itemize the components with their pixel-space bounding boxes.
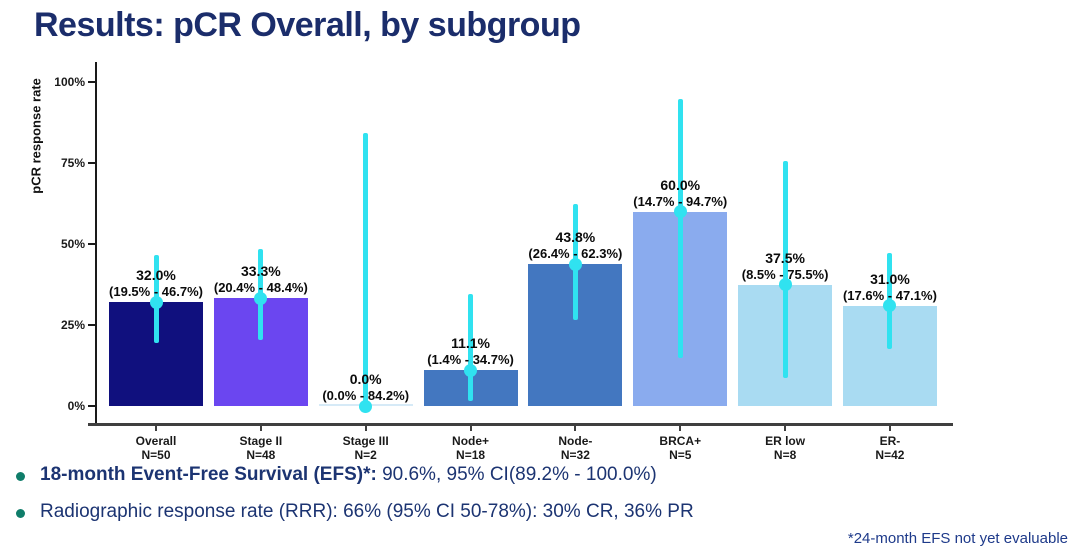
y-tick-mark [88,405,95,407]
bar-label-er-low: 37.5% (8.5% - 75.5%) [700,250,870,283]
bar-value-label: 60.0% [660,176,701,193]
y-tick-mark [88,81,95,83]
bullet-rrr-value: Radiographic response rate (RRR): 66% (9… [40,501,694,522]
y-tick-mark [88,162,95,164]
bar-label-node-pos: 11.1% (1.4% - 34.7%) [386,335,556,368]
bullet-efs: 18-month Event-Free Survival (EFS)*: 90.… [14,464,694,486]
page-title: Results: pCR Overall, by subgroup [34,6,581,44]
bar-ci-label: (19.5% - 46.7%) [109,284,203,300]
bar-label-stage-iii: 0.0% (0.0% - 84.2%) [281,371,451,404]
errorbar-dot-stage-iii [359,399,373,413]
errorbar-dot-er-low [778,278,792,291]
bar-ci-label: (1.4% - 34.7%) [427,352,514,368]
x-tick-mark [888,426,891,431]
bullet-efs-lead: 18-month Event-Free Survival (EFS)*: [40,464,377,485]
footnote: *24-month EFS not yet evaluable [847,530,1068,547]
category-label: Overall [135,434,177,448]
y-axis-line [95,62,97,425]
bar-value-label: 11.1% [451,335,491,352]
category-label: BRCA+ [659,434,702,448]
bar-ci-label: (26.4% - 62.3%) [528,246,623,262]
y-tick-mark [88,243,95,245]
bar-ci-label: (17.6% - 47.1%) [842,287,937,303]
y-tick-label: 75% [60,156,85,170]
bullet-dot-icon [16,509,25,518]
category-label: ER- [879,434,901,448]
bar-label-overall: 32.0% (19.5% - 46.7%) [71,267,241,300]
category-n-label: N=2 [354,448,377,462]
errorbar-dot-overall [149,295,163,309]
bullet-rrr: Radiographic response rate (RRR): 66% (9… [14,501,694,523]
x-axis-line [88,423,953,426]
errorbar-dot-stage-ii [254,291,268,305]
bullet-efs-value: 90.6%, 95% CI(89.2% - 100.0%) [376,464,657,485]
category-n-label: N=50 [141,448,171,462]
y-tick-label: 0% [67,399,85,413]
errorbar-dot-node-pos [464,363,478,377]
bar-ci-label: (14.7% - 94.7%) [633,193,728,209]
y-tick-mark [88,324,95,326]
x-tick-mark [679,426,682,431]
category-n-label: N=5 [669,448,692,462]
bar-label-brca-pos: 60.0% (14.7% - 94.7%) [595,177,765,210]
errorbar-er-low [782,161,788,379]
plot-area: 0% 25% 50% 75% 100% 32.0% (19.5% - 46.7%) Overa… [54,62,953,462]
bar-value-label: 37.5% [765,249,805,266]
x-tick-label-stage-ii: Stage II N=48 [201,434,321,462]
x-tick-label-er-neg: ER- N=42 [830,434,950,462]
x-tick-label-stage-iii: Stage III N=2 [306,434,426,462]
category-n-label: N=48 [246,448,276,462]
y-axis-title: pCR response rate [28,78,44,194]
category-label: ER low [765,434,806,448]
x-tick-label-node-neg: Node- N=32 [515,434,635,462]
category-label: Stage II [239,434,283,448]
y-tick-label: 100% [54,75,85,89]
bar-label-stage-ii: 33.3% (20.4% - 48.4%) [176,263,346,296]
errorbar-stage-iii [363,133,369,406]
x-tick-label-er-low: ER low N=8 [725,434,845,462]
y-tick-label: 50% [60,237,85,251]
bar-label-node-neg: 43.8% (26.4% - 62.3%) [490,229,660,262]
bullet-dot-icon [16,472,25,481]
summary-bullets: 18-month Event-Free Survival (EFS)*: 90.… [14,464,694,538]
x-tick-mark [155,426,157,431]
x-tick-mark [784,426,787,431]
bar-value-label: 32.0% [136,267,176,284]
category-label: Node+ [452,434,490,448]
y-tick-label: 25% [60,318,85,332]
bar-value-label: 31.0% [870,270,910,287]
x-tick-label-node-pos: Node+ N=18 [411,434,531,462]
errorbar-dot-er-neg [883,299,897,313]
category-n-label: N=32 [560,448,590,462]
category-n-label: N=42 [875,448,905,462]
bar-ci-label: (0.0% - 84.2%) [322,388,410,403]
bar-value-label: 33.3% [240,263,281,280]
errorbar-node-pos [468,293,474,402]
errorbar-dot-brca-pos [673,205,687,219]
category-n-label: N=8 [773,448,797,462]
bar-value-label: 0.0% [349,371,382,387]
category-n-label: N=18 [456,448,486,462]
errorbar-brca-pos [677,99,683,359]
category-label: Node- [558,434,593,448]
x-tick-mark [259,426,262,431]
x-tick-mark [574,426,577,431]
x-tick-label-overall: Overall N=50 [96,434,216,462]
bar-label-er-neg: 31.0% (17.6% - 47.1%) [805,271,975,304]
x-tick-mark [469,426,472,431]
pcr-bar-chart: pCR response rate 0% 25% 50% 75% 100% 32.0% (1… [28,62,953,462]
bar-ci-label: (20.4% - 48.4%) [213,280,308,296]
category-label: Stage III [342,434,389,448]
bar-ci-label: (8.5% - 75.5%) [741,266,829,282]
x-tick-mark [364,426,367,431]
x-tick-label-brca-pos: BRCA+ N=5 [620,434,740,462]
bar-value-label: 43.8% [555,229,596,246]
errorbar-dot-node-neg [568,257,582,271]
